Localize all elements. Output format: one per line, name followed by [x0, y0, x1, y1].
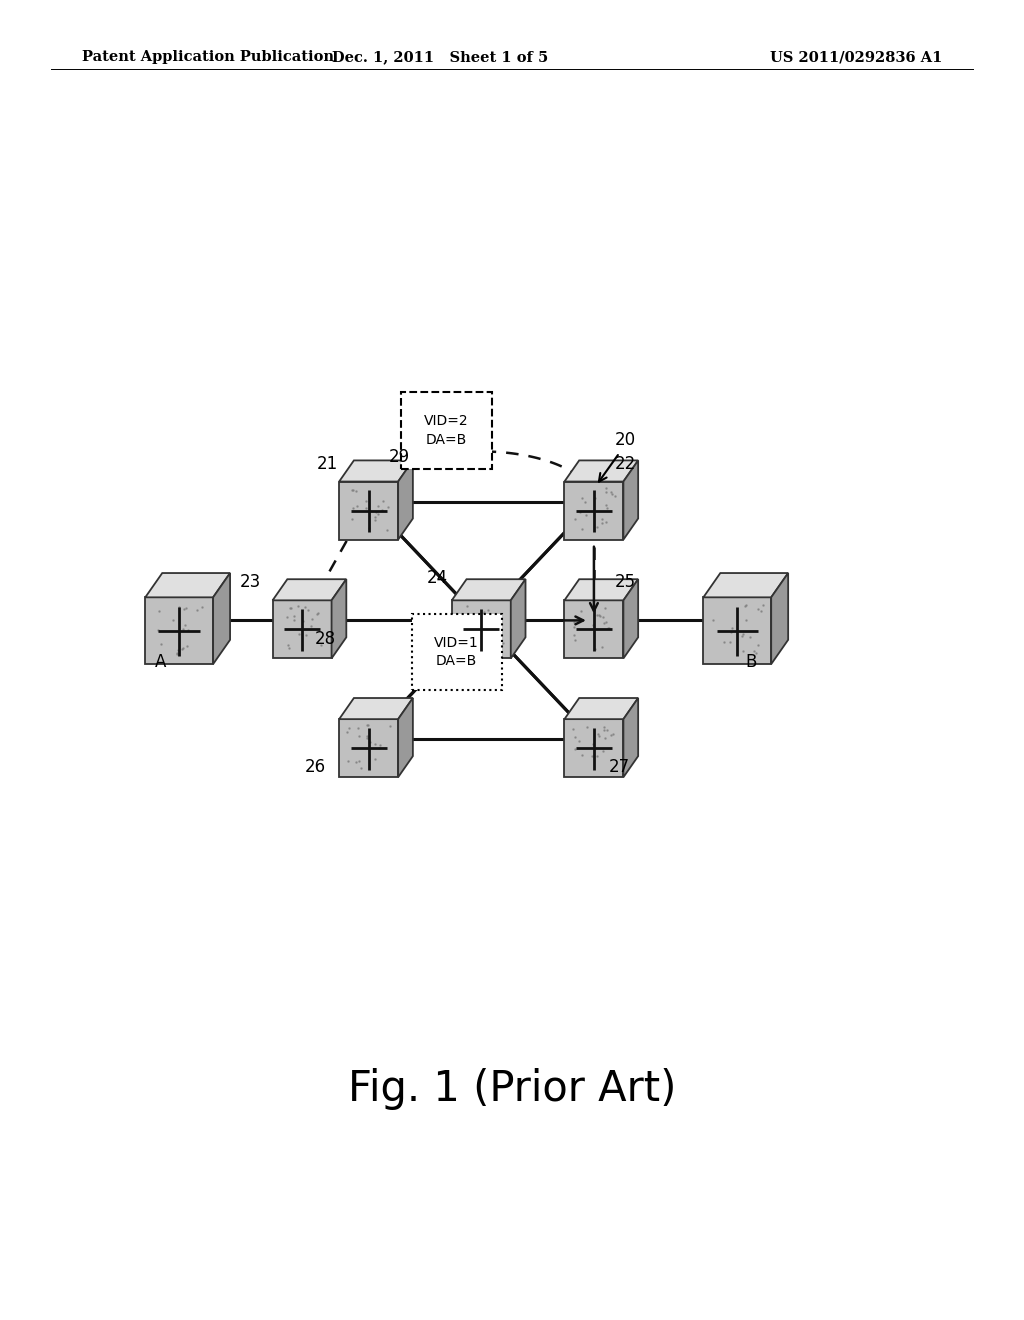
- Polygon shape: [339, 698, 413, 719]
- Text: 25: 25: [614, 573, 636, 591]
- Polygon shape: [145, 598, 213, 664]
- Polygon shape: [564, 719, 624, 777]
- FancyBboxPatch shape: [412, 614, 502, 690]
- Polygon shape: [398, 461, 413, 540]
- Polygon shape: [564, 482, 624, 540]
- Text: B: B: [744, 653, 757, 672]
- Polygon shape: [145, 573, 230, 598]
- Polygon shape: [564, 579, 638, 601]
- Polygon shape: [771, 573, 788, 664]
- FancyBboxPatch shape: [401, 392, 492, 469]
- Polygon shape: [272, 579, 346, 601]
- Text: 23: 23: [240, 573, 261, 591]
- Polygon shape: [564, 461, 638, 482]
- Polygon shape: [703, 573, 788, 598]
- Polygon shape: [624, 698, 638, 777]
- Text: 26: 26: [304, 758, 326, 776]
- Text: Patent Application Publication: Patent Application Publication: [82, 50, 334, 65]
- Polygon shape: [452, 579, 525, 601]
- Polygon shape: [398, 698, 413, 777]
- Polygon shape: [272, 601, 332, 659]
- Polygon shape: [564, 601, 624, 659]
- Polygon shape: [339, 461, 413, 482]
- Polygon shape: [624, 579, 638, 659]
- Polygon shape: [564, 698, 638, 719]
- Polygon shape: [339, 482, 398, 540]
- Text: 20: 20: [614, 430, 636, 449]
- Polygon shape: [339, 719, 398, 777]
- Text: 27: 27: [608, 758, 630, 776]
- Text: 28: 28: [314, 630, 336, 648]
- Polygon shape: [332, 579, 346, 659]
- Text: Fig. 1 (Prior Art): Fig. 1 (Prior Art): [348, 1068, 676, 1110]
- Text: VID=2
DA=B: VID=2 DA=B: [424, 414, 469, 446]
- Polygon shape: [452, 601, 511, 659]
- Polygon shape: [624, 461, 638, 540]
- Polygon shape: [213, 573, 230, 664]
- Text: 21: 21: [316, 454, 338, 473]
- Polygon shape: [703, 598, 771, 664]
- Text: 29: 29: [389, 447, 410, 466]
- Text: US 2011/0292836 A1: US 2011/0292836 A1: [770, 50, 942, 65]
- Polygon shape: [511, 579, 525, 659]
- Text: VID=1
DA=B: VID=1 DA=B: [434, 636, 479, 668]
- Text: A: A: [155, 653, 167, 672]
- Text: 22: 22: [614, 454, 636, 473]
- Text: Dec. 1, 2011   Sheet 1 of 5: Dec. 1, 2011 Sheet 1 of 5: [332, 50, 549, 65]
- Text: 24: 24: [426, 569, 447, 587]
